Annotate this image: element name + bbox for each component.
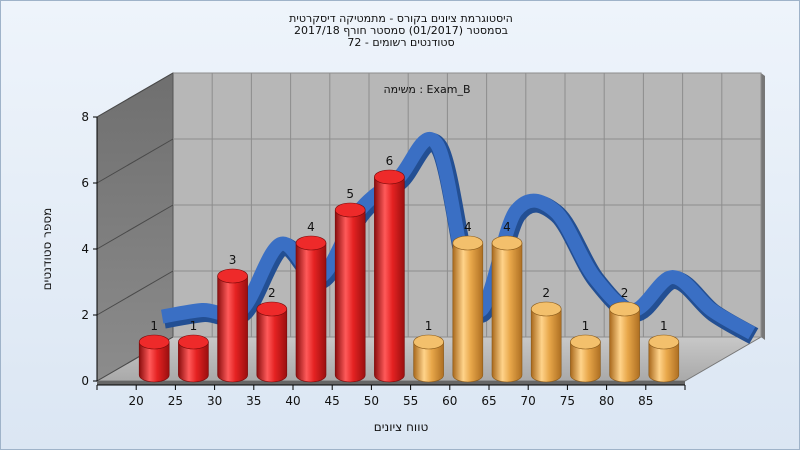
x-tick-label: 35 — [246, 394, 261, 408]
y-tick-label: 0 — [81, 374, 89, 388]
x-tick-label: 70 — [521, 394, 536, 408]
bar-body — [452, 242, 484, 383]
bar-body — [648, 341, 680, 383]
bar-value-label: 1 — [660, 319, 668, 333]
bar-value-label: 4 — [307, 220, 315, 234]
bar — [295, 235, 327, 383]
chart-subtitle: משימה : Exam_B — [383, 83, 470, 96]
bar — [452, 235, 484, 383]
bar — [530, 301, 562, 383]
x-tick-label: 30 — [207, 394, 222, 408]
y-gridline-side — [96, 72, 174, 118]
x-axis-title: טווח ציונים — [374, 420, 429, 434]
bar — [138, 334, 170, 383]
x-tick-label: 45 — [325, 394, 340, 408]
bar-value-label: 1 — [582, 319, 590, 333]
bar — [334, 202, 366, 383]
x-tick-label: 80 — [599, 394, 614, 408]
bar-value-label: 1 — [150, 319, 158, 333]
y-tick-label: 6 — [81, 176, 89, 190]
bar-top — [530, 301, 562, 317]
bar — [570, 334, 601, 383]
bar — [217, 268, 248, 383]
bar-value-label: 4 — [464, 220, 472, 234]
bar-body — [256, 308, 288, 383]
bar — [374, 169, 405, 383]
bar-top — [138, 334, 170, 350]
y-gridline-side — [96, 204, 174, 250]
y-tick-label: 2 — [81, 308, 89, 322]
y-axis-title: מספר סטודנטים — [40, 208, 54, 291]
y-tick-label: 8 — [81, 110, 89, 124]
x-tick-label: 85 — [638, 394, 653, 408]
bar-body — [491, 242, 523, 383]
chart-title-line-2: בסמסטר (01/2017) סמסטר חורף 2017/18 — [294, 24, 508, 37]
bar-top — [413, 334, 444, 350]
bar-body — [374, 176, 405, 383]
chart-title-line-1: היסטוגרמת ציונים בקורס - מתמטיקה דיסקרטי… — [289, 12, 513, 25]
bar — [609, 301, 640, 383]
x-tick-label: 50 — [364, 394, 379, 408]
bar-body — [217, 275, 248, 383]
bar — [491, 235, 523, 383]
bar-top — [374, 169, 405, 185]
chart-back-wall-edge — [761, 73, 765, 340]
bar-value-label: 3 — [229, 253, 237, 267]
bar-top — [295, 235, 327, 251]
bar-top — [648, 334, 680, 350]
x-tick-label: 40 — [285, 394, 300, 408]
bar-value-label: 2 — [621, 286, 629, 300]
x-tick-label: 75 — [560, 394, 575, 408]
bar-value-label: 5 — [346, 187, 354, 201]
bar-value-label: 6 — [386, 154, 394, 168]
bar-body — [413, 341, 444, 383]
bar-top — [334, 202, 366, 218]
bar — [256, 301, 288, 383]
bar-body — [609, 308, 640, 383]
bar-body — [138, 341, 170, 383]
bar — [413, 334, 444, 383]
bar-value-label: 2 — [542, 286, 550, 300]
bar-top — [178, 334, 209, 350]
chart-floor-edge — [97, 381, 685, 385]
x-tick-label: 55 — [403, 394, 418, 408]
y-gridline-side — [96, 138, 174, 184]
bar-body — [570, 341, 601, 383]
chart-title-line-3: סטודנטים רשומים - 72 — [347, 36, 455, 49]
bar — [648, 334, 680, 383]
bar-body — [334, 209, 366, 383]
bar-top — [452, 235, 484, 251]
bar-value-label: 2 — [268, 286, 276, 300]
x-tick-label: 25 — [168, 394, 183, 408]
bar-body — [178, 341, 209, 383]
bar-body — [530, 308, 562, 383]
bar-value-label: 4 — [503, 220, 511, 234]
bar-top — [256, 301, 288, 317]
bar-top — [491, 235, 523, 251]
y-gridline-side — [96, 270, 174, 316]
bar-body — [295, 242, 327, 383]
bar-top — [570, 334, 601, 350]
bar — [178, 334, 209, 383]
bar-value-label: 1 — [190, 319, 198, 333]
y-tick-label: 4 — [81, 242, 89, 256]
x-tick-label: 20 — [129, 394, 144, 408]
x-tick-label: 65 — [481, 394, 496, 408]
x-tick-label: 60 — [442, 394, 457, 408]
bar-top — [217, 268, 248, 284]
bar-top — [609, 301, 640, 317]
bar-value-label: 1 — [425, 319, 433, 333]
